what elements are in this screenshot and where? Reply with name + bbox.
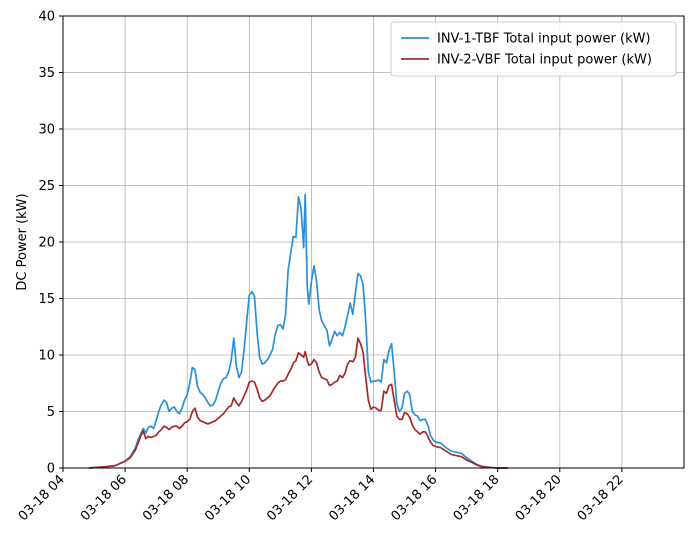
y-tick-label: 40	[38, 10, 55, 25]
y-axis: 0 5 10 15 20 25 30 35 40	[38, 10, 63, 477]
y-tick-label: 5	[47, 405, 55, 420]
y-tick-label: 0	[47, 462, 55, 477]
series-layer	[88, 193, 509, 469]
y-axis-label: DC Power (kW)	[15, 193, 30, 290]
legend-label: INV-2-VBF Total input power (kW)	[437, 53, 652, 68]
y-tick-label: 35	[38, 66, 55, 81]
y-tick-label: 20	[38, 236, 55, 251]
y-tick-label: 10	[38, 349, 55, 364]
grid	[62, 15, 684, 469]
y-tick-label: 15	[38, 292, 55, 307]
legend-box	[390, 21, 677, 77]
series-line-1	[88, 193, 509, 469]
series-line-2	[88, 337, 509, 469]
legend: INV-1-TBF Total input power (kW) INV-2-VB…	[390, 21, 677, 77]
legend-label: INV-1-TBF Total input power (kW)	[437, 32, 651, 47]
y-tick-label: 30	[38, 123, 55, 138]
y-tick-label: 25	[38, 179, 55, 194]
